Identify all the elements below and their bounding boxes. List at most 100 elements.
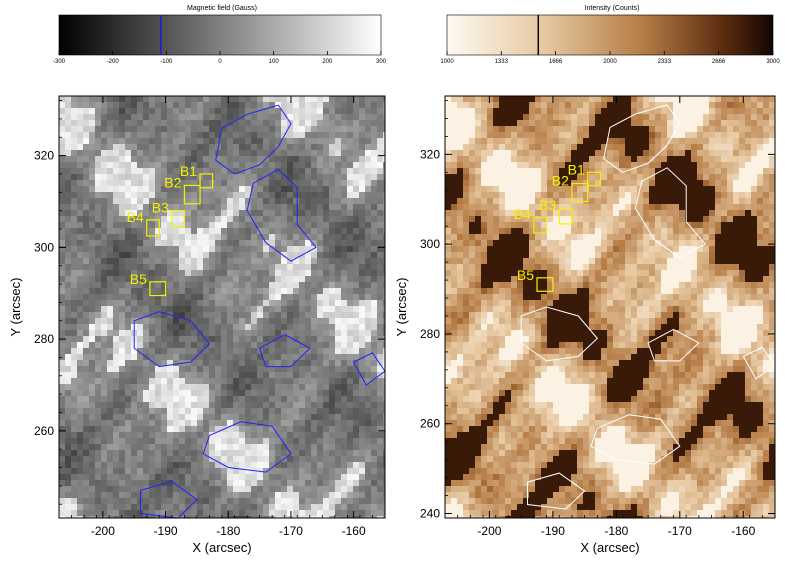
image-pixel [359,354,366,361]
image-pixel [221,192,228,199]
image-pixel [227,384,234,391]
image-pixel [475,114,482,121]
image-pixel [227,240,234,247]
image-pixel [185,324,192,331]
image-pixel [215,186,222,193]
image-pixel [161,96,168,103]
image-pixel [227,444,234,451]
image-pixel [305,438,312,445]
image-pixel [191,492,198,499]
image-pixel [263,108,270,115]
image-pixel [269,132,276,139]
image-pixel [571,192,578,199]
image-pixel [89,360,96,367]
image-pixel [625,120,632,127]
image-pixel [149,132,156,139]
image-pixel [317,126,324,133]
image-pixel [691,96,698,103]
image-pixel [299,486,306,493]
image-pixel [209,240,216,247]
image-pixel [203,450,210,457]
image-pixel [137,348,144,355]
image-pixel [119,438,126,445]
image-pixel [107,168,114,175]
image-pixel [631,162,638,169]
image-pixel [269,264,276,271]
image-pixel [281,258,288,265]
image-pixel [457,186,464,193]
image-pixel [359,300,366,307]
image-pixel [365,180,372,187]
image-pixel [269,414,276,421]
image-pixel [95,390,102,397]
image-pixel [137,384,144,391]
image-pixel [239,300,246,307]
image-pixel [245,486,252,493]
image-pixel [305,228,312,235]
image-pixel [209,348,216,355]
image-pixel [359,210,366,217]
image-pixel [251,102,258,109]
image-pixel [185,252,192,259]
image-pixel [371,294,378,301]
image-pixel [565,144,572,151]
image-pixel [245,324,252,331]
image-pixel [179,174,186,181]
image-pixel [83,252,90,259]
image-pixel [197,438,204,445]
image-pixel [71,420,78,427]
image-pixel [221,96,228,103]
image-pixel [377,156,384,163]
image-pixel [535,168,542,175]
image-pixel [335,276,342,283]
image-pixel [125,204,132,211]
image-pixel [359,144,366,151]
image-pixel [299,150,306,157]
image-pixel [263,456,270,463]
image-pixel [329,102,336,109]
image-pixel [311,384,318,391]
image-pixel [125,234,132,241]
image-pixel [257,480,264,487]
image-pixel [329,396,336,403]
image-pixel [347,132,354,139]
image-pixel [311,426,318,433]
image-pixel [553,120,560,127]
image-pixel [239,510,246,517]
image-pixel [119,348,126,355]
image-pixel [529,150,536,157]
image-pixel [179,210,186,217]
image-pixel [119,462,126,469]
image-pixel [125,444,132,451]
image-pixel [95,396,102,403]
image-pixel [359,138,366,145]
image-pixel [383,300,385,307]
image-pixel [293,420,300,427]
image-pixel [251,246,258,253]
image-pixel [119,510,126,517]
image-pixel [287,402,294,409]
image-pixel [257,198,264,205]
image-pixel [149,144,156,151]
image-pixel [149,102,156,109]
image-pixel [239,468,246,475]
image-pixel [101,306,108,313]
image-pixel [71,342,78,349]
image-pixel [655,156,662,163]
image-pixel [517,96,524,103]
image-pixel [191,108,198,115]
image-pixel [239,366,246,373]
image-pixel [275,444,282,451]
image-pixel [335,324,342,331]
image-pixel [335,354,342,361]
image-pixel [679,132,686,139]
image-pixel [131,270,138,277]
image-pixel [287,168,294,175]
image-pixel [245,426,252,433]
image-pixel [559,180,566,187]
image-pixel [173,210,180,217]
image-pixel [541,174,548,181]
image-pixel [499,180,506,187]
image-pixel [323,216,330,223]
image-pixel [667,192,674,199]
